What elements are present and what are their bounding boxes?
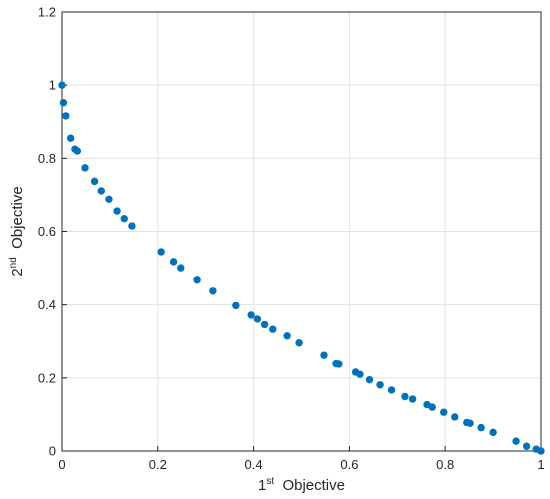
data-point-10 <box>113 207 121 215</box>
plot-frame <box>61 11 542 452</box>
y-tick-label-4: 0.8 <box>38 151 56 166</box>
y-axis-label-base: 2 <box>9 268 26 276</box>
y-tick-label-2: 0.4 <box>38 297 56 312</box>
data-point-44 <box>522 442 531 450</box>
data-point-5 <box>73 147 82 155</box>
data-point-22 <box>269 325 277 333</box>
data-point-15 <box>177 264 185 272</box>
data-point-29 <box>356 370 364 378</box>
data-point-25 <box>320 351 328 359</box>
x-axis-label: 1st Objective <box>258 476 345 494</box>
data-point-38 <box>451 413 459 421</box>
x-axis-label-base: 1 <box>258 477 266 494</box>
data-point-20 <box>253 315 262 323</box>
data-point-7 <box>90 177 99 186</box>
data-point-34 <box>408 395 417 403</box>
data-point-9 <box>105 195 113 204</box>
grid <box>61 11 542 452</box>
data-point-11 <box>120 214 128 223</box>
data-point-37 <box>440 408 448 416</box>
data-point-13 <box>157 248 165 256</box>
x-tick-label-3: 0.6 <box>340 457 358 472</box>
data-point-40 <box>466 419 474 427</box>
data-point-21 <box>260 320 269 329</box>
data-point-30 <box>365 375 374 384</box>
y-axis-label-sup: nd <box>8 257 19 268</box>
y-tick-label-6: 1.2 <box>38 5 56 20</box>
x-tick-labels: 0 0.2 0.4 0.6 0.8 1 <box>58 457 544 472</box>
x-tick-label-2: 0.4 <box>245 457 263 472</box>
data-point-43 <box>512 437 520 445</box>
y-axis-label: 2nd Objective <box>8 186 26 276</box>
data-point-42 <box>489 428 497 437</box>
y-axis-label-rest: Objective <box>9 186 26 257</box>
data-point-19 <box>247 311 255 319</box>
y-tick-labels: 0 0.2 0.4 0.6 0.8 1 1.2 <box>38 5 56 459</box>
data-point-17 <box>209 287 217 295</box>
data-point-36 <box>428 403 436 411</box>
y-tick-label-1: 0.2 <box>38 370 56 385</box>
data-point-1 <box>59 99 68 107</box>
data-point-31 <box>376 381 384 389</box>
x-tick-label-4: 0.8 <box>436 457 454 472</box>
data-point-27 <box>335 360 343 368</box>
y-tick-label-0: 0 <box>49 444 56 459</box>
y-tick-label-3: 0.6 <box>38 224 56 239</box>
data-point-18 <box>232 301 240 310</box>
x-tick-label-5: 1 <box>537 457 544 472</box>
data-point-23 <box>283 332 291 340</box>
data-point-16 <box>193 276 201 284</box>
y-tick-label-5: 1 <box>49 78 56 93</box>
data-point-32 <box>387 386 396 394</box>
data-point-46 <box>537 447 545 455</box>
data-point-14 <box>169 258 178 266</box>
data-point-8 <box>97 187 105 195</box>
data-point-6 <box>81 164 89 172</box>
x-axis-label-sup: st <box>266 476 274 487</box>
x-tick-label-0: 0 <box>58 457 65 472</box>
data-point-0 <box>58 81 66 89</box>
x-tick-label-1: 0.2 <box>149 457 167 472</box>
data-point-12 <box>128 222 136 230</box>
data-points <box>58 81 545 455</box>
data-point-3 <box>66 134 75 142</box>
x-axis-label-rest: Objective <box>274 477 345 494</box>
data-point-2 <box>62 112 70 120</box>
data-point-24 <box>295 339 303 347</box>
data-point-41 <box>477 423 485 432</box>
data-point-33 <box>401 392 409 401</box>
